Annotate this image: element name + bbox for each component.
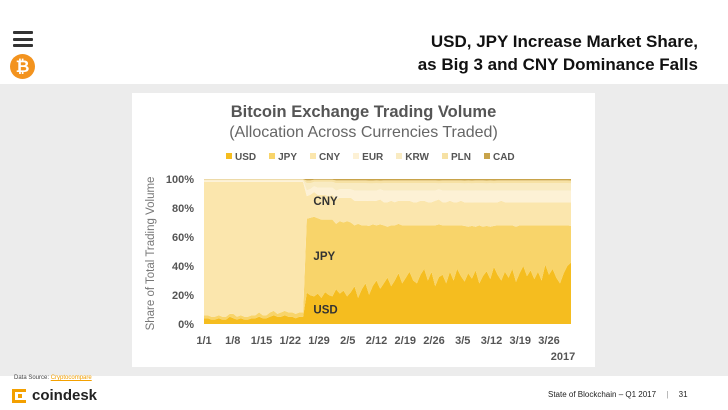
y-tick-label: 80%	[172, 203, 194, 215]
x-tick-label: 3/12	[481, 335, 502, 347]
legend-item-jpy: JPY	[269, 152, 297, 163]
legend-label: CNY	[319, 152, 341, 163]
x-tick-label: 2/19	[395, 335, 416, 347]
legend-item-usd: USD	[226, 152, 256, 163]
legend-label: CAD	[492, 152, 515, 163]
x-tick-label: 1/1	[196, 335, 211, 347]
legend-swatch	[483, 153, 490, 159]
legend-label: EUR	[362, 152, 384, 163]
area-series-eur	[204, 180, 571, 203]
legend-item-krw: KRW	[396, 152, 429, 163]
slide-header	[0, 0, 728, 84]
x-axis-year-label: 2017	[551, 351, 575, 363]
slide-title: USD, JPY Increase Market Share, as Big 3…	[418, 30, 698, 76]
legend-swatch	[441, 153, 448, 159]
x-tick-label: 1/15	[251, 335, 272, 347]
x-tick-label: 1/22	[280, 335, 301, 347]
legend-label: KRW	[405, 152, 429, 163]
legend-swatch	[310, 153, 317, 159]
coindesk-logo-icon	[12, 389, 26, 403]
page-number: 31	[678, 390, 688, 399]
chart-legend: USD JPY CNY EUR KRW PLN CAD	[226, 152, 528, 163]
x-tick-label: 1/29	[308, 335, 329, 347]
legend-label: PLN	[450, 152, 471, 163]
slide-footer: State of Blockchain – Q1 2017 | 31	[548, 390, 688, 399]
legend-item-pln: PLN	[441, 152, 471, 163]
slide-title-line-1: USD, JPY Increase Market Share,	[430, 32, 698, 51]
legend-swatch	[396, 153, 403, 159]
area-series-krw	[204, 179, 571, 191]
data-source-label: Data Source:	[14, 375, 50, 381]
area-series-cny	[204, 181, 571, 317]
area-series-jpy	[204, 216, 571, 320]
legend-swatch	[226, 153, 232, 159]
chart-subtitle: (Allocation Across Currencies Traded)	[229, 124, 498, 141]
footer-title: State of Blockchain – Q1 2017	[548, 390, 657, 399]
x-tick-label: 2/5	[340, 335, 355, 347]
slide-title-line-2: as Big 3 and CNY Dominance Falls	[417, 55, 698, 74]
legend-label: USD	[235, 152, 257, 163]
legend-swatch	[353, 153, 360, 159]
y-axis-label: Share of Total Trading Volume	[145, 177, 157, 331]
y-tick-label: 60%	[172, 232, 194, 244]
area-series-usd	[204, 262, 571, 324]
annotation-jpy: JPY	[313, 251, 335, 263]
legend-label: JPY	[278, 152, 298, 163]
data-source: Data Source: Cryptocompare	[14, 375, 92, 381]
x-tick-label: 3/19	[510, 335, 531, 347]
coindesk-logo-text: coindesk	[32, 387, 98, 404]
x-tick-label: 2/12	[366, 335, 387, 347]
y-tick-label: 100%	[166, 174, 194, 186]
y-tick-label: 40%	[172, 261, 194, 273]
y-tick-label: 0%	[178, 319, 194, 331]
annotation-cny: CNY	[313, 196, 338, 208]
y-tick-label: 20%	[172, 290, 194, 302]
area-series-cad	[204, 179, 571, 181]
legend-swatch	[269, 153, 276, 159]
x-tick-label: 1/8	[225, 335, 240, 347]
chart-title: Bitcoin Exchange Trading Volume	[230, 103, 497, 121]
legend-item-cny: CNY	[310, 152, 340, 163]
menu-icon[interactable]	[13, 31, 33, 47]
legend-item-cad: CAD	[483, 152, 515, 163]
x-tick-label: 2/26	[423, 335, 444, 347]
x-tick-label: 3/26	[538, 335, 559, 347]
annotation-usd: USD	[313, 305, 337, 317]
legend-item-eur: EUR	[353, 152, 383, 163]
footer-separator: |	[666, 390, 669, 399]
x-tick-label: 3/5	[455, 335, 470, 347]
area-series-pln	[204, 179, 571, 184]
bitcoin-icon: ₿	[10, 54, 35, 79]
data-source-link[interactable]: Cryptocompare	[50, 375, 92, 381]
